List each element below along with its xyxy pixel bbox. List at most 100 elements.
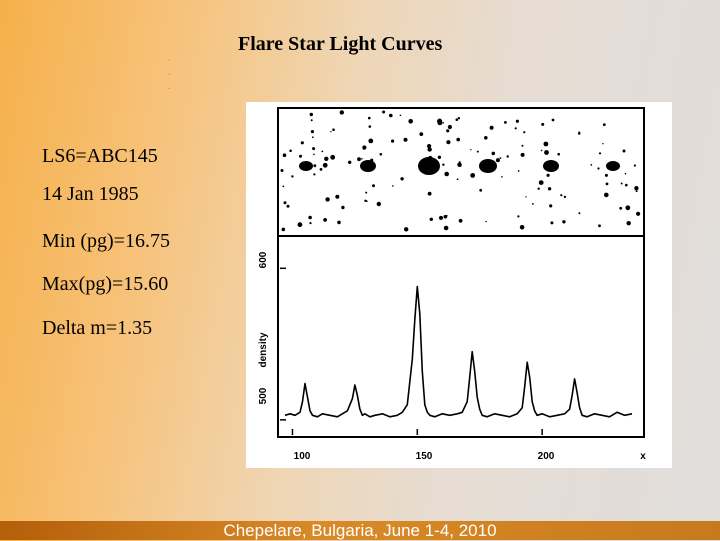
field-star <box>330 131 332 133</box>
field-star <box>312 147 316 151</box>
field-star <box>470 173 476 178</box>
field-star <box>399 114 402 117</box>
field-star <box>501 176 503 178</box>
field-star <box>332 128 335 131</box>
field-star <box>520 152 525 157</box>
field-star <box>330 154 336 160</box>
field-star <box>337 220 341 225</box>
light-curve-line <box>284 285 633 418</box>
field-star <box>626 221 631 226</box>
field-star <box>365 191 368 194</box>
flare-star-image <box>543 160 559 172</box>
field-star <box>308 215 312 220</box>
field-star <box>456 178 459 181</box>
field-star <box>521 144 524 147</box>
field-star <box>286 204 290 208</box>
field-star <box>299 154 302 158</box>
field-star <box>457 117 461 120</box>
field-star <box>489 125 494 130</box>
field-star <box>368 138 374 144</box>
field-star <box>470 149 472 151</box>
field-star <box>515 119 519 123</box>
y-axis-label: density <box>258 332 269 367</box>
field-star <box>445 215 448 217</box>
field-star <box>368 116 371 120</box>
field-star <box>598 224 601 228</box>
field-star <box>560 194 563 197</box>
field-star <box>519 225 525 230</box>
field-star <box>495 158 500 163</box>
field-star <box>481 169 484 172</box>
field-star <box>602 123 606 126</box>
field-star <box>323 218 327 222</box>
field-star <box>357 157 361 162</box>
field-star <box>442 122 444 124</box>
field-star <box>309 222 312 225</box>
field-star <box>458 163 462 167</box>
field-star <box>379 153 383 156</box>
field-star <box>578 212 581 215</box>
field-star <box>577 132 581 135</box>
field-star <box>597 167 600 170</box>
field-star <box>419 132 424 136</box>
field-star <box>506 155 509 158</box>
field-star <box>634 186 639 191</box>
field-star <box>549 204 553 208</box>
field-star <box>546 173 550 177</box>
plot-frame <box>277 235 645 438</box>
field-star <box>557 152 560 156</box>
field-star <box>368 125 372 128</box>
field-star <box>391 139 395 143</box>
field-star <box>367 163 371 167</box>
field-star <box>324 156 329 161</box>
field-star <box>403 137 408 142</box>
field-star <box>310 119 313 122</box>
field-star <box>281 227 286 232</box>
star-field-panel <box>277 107 645 237</box>
field-star <box>456 137 460 142</box>
field-star <box>523 131 526 134</box>
field-star <box>362 146 366 150</box>
field-star <box>310 130 314 134</box>
field-star <box>341 205 345 210</box>
field-star <box>428 155 433 161</box>
field-star <box>280 169 284 172</box>
field-star <box>446 140 451 145</box>
footer-bar: Chepelare, Bulgaria, June 1-4, 2010 <box>0 521 720 540</box>
field-star <box>541 122 545 126</box>
field-star <box>604 173 608 177</box>
field-star <box>370 158 374 162</box>
flare-star-image <box>299 161 313 171</box>
field-star <box>447 124 452 130</box>
field-star <box>538 180 544 185</box>
field-star <box>514 127 517 130</box>
field-star <box>321 150 324 153</box>
field-star <box>540 149 543 152</box>
field-star <box>532 203 534 205</box>
field-star <box>427 147 432 152</box>
field-star <box>428 169 433 174</box>
field-star <box>636 211 641 216</box>
field-star <box>476 150 479 153</box>
field-star <box>455 118 459 121</box>
field-star <box>335 194 340 199</box>
field-star <box>427 191 432 196</box>
field-star <box>392 185 394 187</box>
field-star <box>282 153 287 157</box>
field-star <box>563 195 567 199</box>
field-star <box>442 163 445 166</box>
y-tick-label-600: 600 <box>258 251 269 268</box>
field-star <box>348 160 352 164</box>
field-star <box>408 119 413 124</box>
field-star <box>550 221 554 225</box>
field-star <box>537 187 540 190</box>
field-star <box>427 144 432 149</box>
field-star <box>635 190 638 193</box>
field-star <box>319 168 323 171</box>
star-field <box>280 110 641 232</box>
field-star <box>404 227 409 232</box>
field-star <box>517 215 520 218</box>
field-star <box>361 158 363 160</box>
field-star <box>625 205 631 211</box>
field-star <box>602 143 604 145</box>
